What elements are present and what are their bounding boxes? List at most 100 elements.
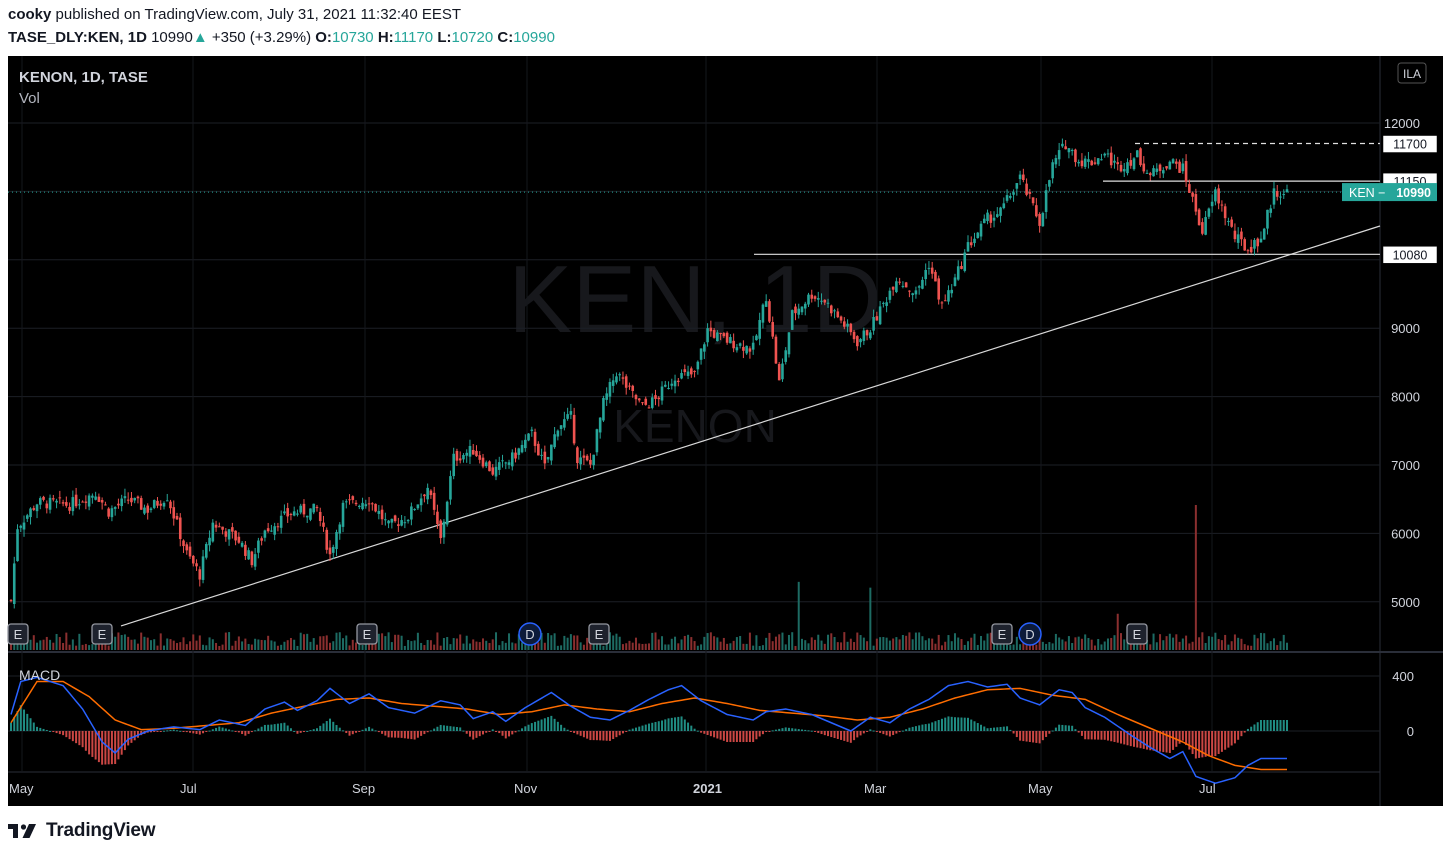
volume-bar [234,640,237,650]
volume-bar [1093,645,1096,650]
scale-mode-button[interactable]: ILA [1397,62,1427,84]
macd-histogram-bar [980,724,983,731]
high-label: H: [377,29,394,46]
candle-body [829,305,833,314]
macd-histogram-bar [1002,726,1005,731]
macd-histogram-bar [88,731,91,755]
candle-body [416,504,420,509]
macd-histogram-bar [996,727,999,731]
time-tick-label: May [1028,781,1053,796]
volume-bar [342,638,345,650]
candle-body [348,499,351,501]
macd-histogram-bar [634,727,637,731]
candle-body [813,296,817,299]
macd-histogram-bar [612,731,615,740]
candle-body [816,298,820,300]
volume-bar [1246,645,1249,650]
macd-histogram-bar [55,731,58,734]
volume-bar [602,645,605,650]
macd-histogram-bar [683,719,686,731]
macd-histogram-bar [937,720,940,731]
candle-body [52,498,55,500]
volume-bar [117,632,120,650]
volume-bar [830,633,833,650]
candle-body [1191,192,1194,197]
volume-bar [185,644,188,650]
volume-bar [589,640,592,650]
tradingview-logo[interactable]: TradingView [8,818,156,844]
candle-body [572,414,576,444]
volume-bar [459,634,462,650]
candle-body [1109,152,1113,166]
earnings-marker [588,623,610,645]
volume-bar [696,645,699,650]
macd-histogram-bar [426,731,429,733]
macd-histogram-bar [605,731,608,741]
volume-bar [849,638,852,650]
macd-histogram-bar [260,726,263,731]
macd-histogram-bar [986,728,989,731]
macd-histogram-bar [983,726,986,731]
macd-histogram-bar [172,729,175,731]
candle-body [592,454,595,466]
volume-bar [752,645,755,650]
dividend-marker [1018,622,1042,646]
macd-histogram-bar [934,721,937,731]
candle-body [152,500,156,508]
volume-bar [1286,642,1288,650]
macd-histogram-bar [687,722,690,731]
candle-body [1015,183,1019,189]
macd-histogram-bar [527,724,530,731]
volume-bar [1006,644,1009,650]
trendline[interactable] [120,225,1381,627]
volume-bar [1233,634,1236,650]
volume-bar [654,632,657,650]
volume-bar [410,641,413,650]
macd-histogram-bar [820,731,823,735]
macd-histogram-bar [364,728,367,731]
candle-body [1214,189,1217,202]
volume-bar [667,644,670,650]
candle-body [465,452,469,456]
volume-bar [231,645,234,650]
candle-body [1181,163,1185,172]
macd-histogram-bar [875,731,878,732]
candle-body [1126,162,1129,174]
macd-histogram-bar [888,731,891,737]
macd-histogram-bar [1064,725,1067,731]
macd-histogram-bar [101,731,104,765]
published-text: published on TradingView.com, July 31, 2… [55,6,462,23]
high-value: 11170 [393,29,434,46]
candle-body [257,540,260,553]
macd-histogram-bar [752,731,755,742]
candle-body [930,267,934,274]
macd-histogram-bar [1272,720,1275,731]
candle-body [742,346,745,351]
open-label: O: [315,29,332,46]
volume-bar [885,637,888,650]
volume-bar [722,637,725,650]
candle-body [650,397,654,408]
candle-body [810,294,814,299]
candlesticks [9,138,1289,609]
volume-bar [1165,636,1168,650]
volume-bar [674,636,677,650]
candle-body [533,431,537,446]
candle-body [563,419,566,428]
volume-bar [1041,641,1044,650]
level-label: 10080 [1393,248,1428,262]
tradingview-brand: TradingView [46,820,156,841]
macd-histogram-bar [394,731,397,738]
macd-histogram-bar [1181,731,1184,741]
candle-body [1129,160,1133,166]
author-name[interactable]: cooky [8,6,52,23]
candle-body [1188,184,1191,193]
candle-body [537,443,540,456]
candle-body [1070,150,1074,152]
macd-histogram-bar [787,727,790,731]
candle-body [169,501,172,509]
volume-bar [615,633,618,650]
